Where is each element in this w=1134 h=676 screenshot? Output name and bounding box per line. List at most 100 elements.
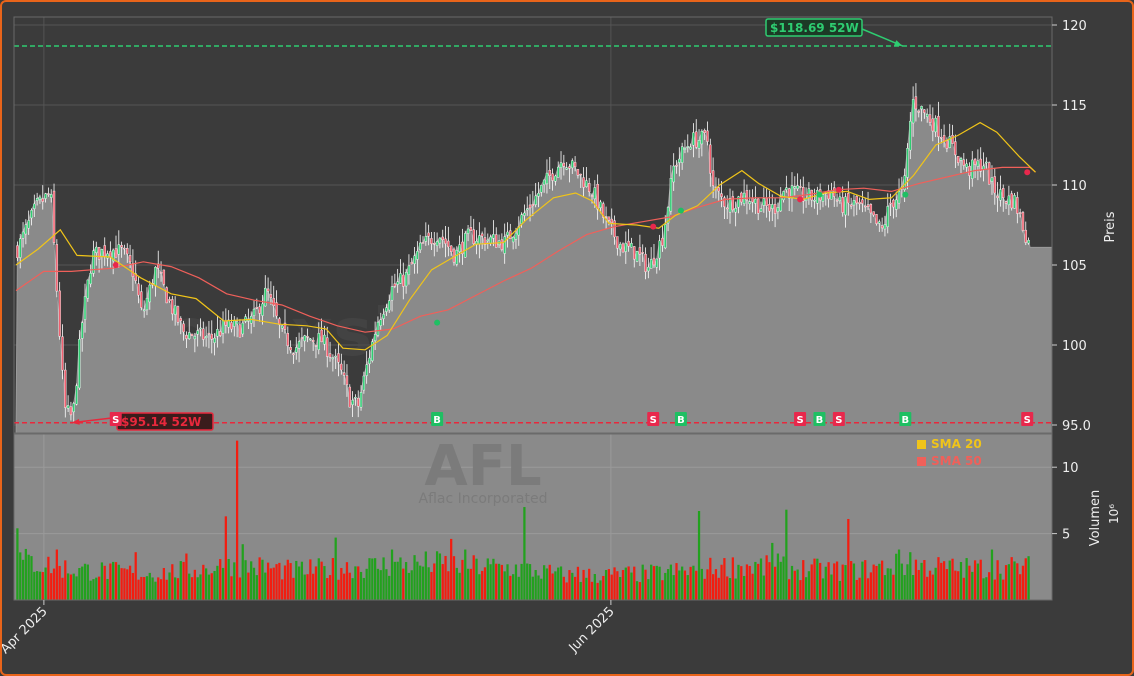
candle-body [542, 179, 546, 186]
volume-bar [244, 560, 247, 600]
volume-bar [1002, 579, 1005, 600]
candle-body [50, 194, 53, 198]
candle-body [38, 196, 42, 200]
volume-bar [252, 567, 256, 600]
candle-body [171, 299, 174, 315]
volume-bar [866, 578, 870, 600]
volume-bar [514, 564, 518, 600]
candle-body [430, 238, 433, 244]
candle [171, 295, 174, 321]
candle-body [188, 332, 191, 339]
volume-panel: AFL Aflac Incorporated SMA 20 SMA 50 5 10… [13, 433, 1121, 601]
volume-bar [968, 565, 971, 600]
volume-bar [841, 564, 844, 600]
volume-bar [44, 567, 47, 600]
candle-body [990, 177, 994, 182]
candle-body [407, 265, 411, 275]
volume-bar [895, 553, 898, 600]
candle [973, 157, 977, 179]
candle-body [368, 357, 371, 365]
volume-bar [261, 559, 264, 600]
candle-body [1007, 195, 1011, 206]
candle [627, 229, 630, 252]
candle-body [669, 178, 673, 212]
candle [976, 149, 980, 181]
volume-bar [483, 567, 487, 600]
volume-bar [359, 571, 363, 600]
candle [689, 143, 692, 150]
candle [796, 173, 799, 191]
candle-body [64, 369, 67, 408]
candle-body [971, 159, 974, 179]
candle-body [759, 208, 763, 212]
volume-bar [264, 572, 267, 600]
signal-dot [797, 196, 804, 203]
candle-body [703, 130, 706, 134]
candle [754, 186, 757, 214]
volume-bar [185, 553, 188, 600]
signal-dot [1024, 169, 1031, 176]
candle-body [531, 204, 535, 207]
volume-bar [489, 564, 492, 600]
volume-bar [204, 568, 208, 600]
volume-bar [588, 568, 591, 600]
candle-body [588, 183, 591, 193]
volume-bar [717, 577, 720, 600]
volume-bar [703, 578, 706, 600]
signal-badge-B: B [902, 415, 910, 426]
candle-body [199, 327, 202, 330]
candle [351, 391, 354, 417]
candle-body [658, 240, 661, 259]
candle [83, 283, 87, 333]
volume-bar [390, 549, 394, 600]
candle-body [114, 248, 118, 258]
candle-body [996, 195, 999, 198]
candle [97, 246, 101, 273]
volume-bar [765, 555, 768, 600]
candle-body [424, 236, 428, 242]
candle [258, 303, 261, 322]
signal-badge-bg [1021, 412, 1034, 426]
candle-body [847, 193, 850, 204]
candle-body [359, 392, 363, 408]
candle [565, 162, 568, 171]
volume-bar [354, 566, 357, 600]
candle [179, 316, 182, 335]
volume-bar [900, 563, 903, 600]
candle [120, 241, 123, 258]
candle-body [219, 331, 222, 336]
candle-body [737, 196, 740, 208]
volume-bar [788, 579, 791, 600]
volume-bar [35, 571, 39, 600]
candle-body [787, 188, 791, 199]
candle-body [959, 158, 963, 161]
candle-body [962, 159, 965, 166]
candle-body [72, 403, 75, 413]
candle [371, 338, 374, 363]
volume-bar [616, 571, 619, 600]
candle [165, 286, 168, 304]
candle [33, 194, 36, 218]
candle [706, 121, 709, 146]
volume-bar [633, 566, 636, 600]
candle [697, 129, 701, 158]
candle-body [89, 273, 92, 285]
candle [757, 198, 760, 221]
volume-bar [247, 572, 250, 600]
candle-body [128, 255, 132, 263]
volume-panel-border [13, 433, 1053, 601]
sma20-line [15, 121, 1036, 351]
candle [137, 276, 140, 304]
candle-body [968, 166, 971, 176]
candle [956, 156, 960, 166]
candle-body [103, 245, 106, 257]
candle [204, 326, 208, 347]
volume-bar [937, 557, 940, 600]
candle [675, 160, 678, 174]
candle [47, 187, 50, 197]
candle-body [926, 114, 929, 117]
candle-body [706, 130, 709, 142]
volume-bar [452, 556, 456, 600]
candle-body [30, 209, 33, 219]
candle-body [413, 255, 416, 265]
